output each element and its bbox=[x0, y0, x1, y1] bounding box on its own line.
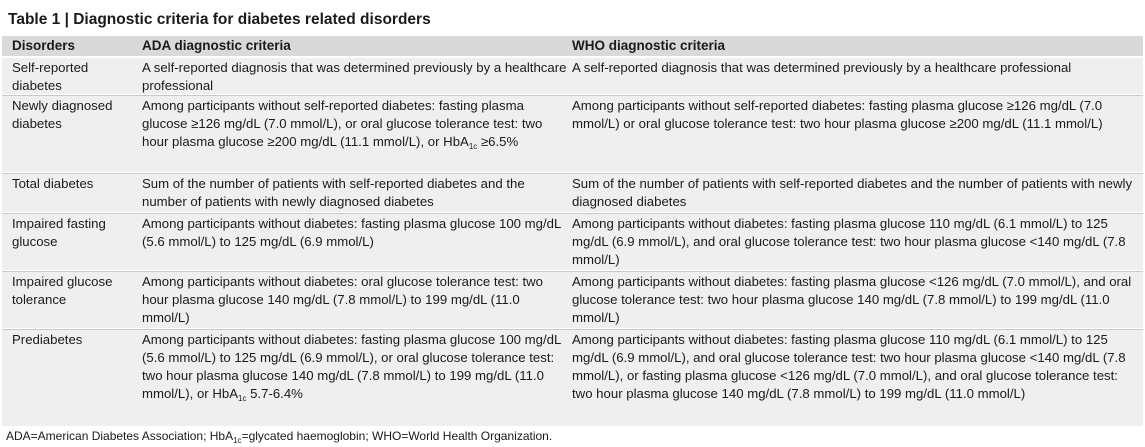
who-criteria-cell: Sum of the number of patients with self-… bbox=[572, 176, 1133, 209]
who-criteria-cell: Among participants without self-reported… bbox=[572, 98, 1103, 131]
table-row: Newly diagnosed diabetes Among participa… bbox=[2, 96, 1143, 172]
ada-criteria-cell: Among participants without diabetes: fas… bbox=[142, 216, 561, 249]
who-criteria-cell: Among participants without diabetes: fas… bbox=[572, 216, 1126, 267]
disorder-cell: Impaired fasting glucose bbox=[12, 216, 106, 249]
row-divider bbox=[2, 329, 1143, 330]
footnote-subscript: 1c bbox=[233, 436, 242, 445]
table-row: Impaired glucose tolerance Among partici… bbox=[2, 272, 1143, 328]
ada-criteria-cell: Among participants without diabetes: ora… bbox=[142, 274, 543, 325]
table-title: Table 1 | Diagnostic criteria for diabet… bbox=[8, 11, 431, 28]
ada-criteria-cell: A self-reported diagnosis that was deter… bbox=[142, 60, 567, 93]
header-ada: ADA diagnostic criteria bbox=[142, 38, 291, 53]
disorder-cell: Self-reported diabetes bbox=[12, 60, 89, 93]
disorder-cell: Newly diagnosed diabetes bbox=[12, 98, 113, 131]
ada-text-end: 5.7-6.4% bbox=[246, 386, 303, 401]
table-row: Total diabetes Sum of the number of pati… bbox=[2, 174, 1143, 212]
who-criteria-cell: Among participants without diabetes: fas… bbox=[572, 332, 1126, 401]
row-divider bbox=[2, 95, 1143, 96]
row-divider bbox=[2, 271, 1143, 272]
who-criteria-cell: Among participants without diabetes: fas… bbox=[572, 274, 1132, 325]
disorder-cell: Prediabetes bbox=[12, 332, 83, 347]
table-header-row: Disorders ADA diagnostic criteria WHO di… bbox=[2, 36, 1143, 56]
table-row: Self-reported diabetes A self-reported d… bbox=[2, 58, 1143, 94]
subscript: 1c bbox=[238, 394, 247, 403]
header-who: WHO diagnostic criteria bbox=[572, 38, 726, 53]
ada-criteria-cell: Among participants without self-reported… bbox=[142, 97, 570, 156]
ada-text: Among participants without self-reported… bbox=[142, 98, 543, 149]
disorder-cell: Total diabetes bbox=[12, 176, 94, 191]
ada-text-end: ≥6.5% bbox=[477, 134, 519, 149]
header-disorders: Disorders bbox=[12, 38, 76, 53]
row-divider bbox=[2, 173, 1143, 174]
table-row: Impaired fasting glucose Among participa… bbox=[2, 214, 1143, 270]
ada-text: Among participants without diabetes: fas… bbox=[142, 332, 561, 401]
who-criteria-cell: A self-reported diagnosis that was deter… bbox=[572, 60, 1072, 75]
ada-criteria-cell: Sum of the number of patients with self-… bbox=[142, 176, 525, 209]
row-divider bbox=[2, 213, 1143, 214]
subscript: 1c bbox=[468, 142, 478, 151]
table-footnote: ADA=American Diabetes Association; HbA1c… bbox=[6, 429, 552, 445]
table-row: Prediabetes Among participants without d… bbox=[2, 330, 1143, 426]
disorder-cell: Impaired glucose tolerance bbox=[12, 274, 113, 307]
ada-criteria-cell: Among participants without diabetes: fas… bbox=[142, 331, 570, 408]
footnote-text: ADA=American Diabetes Association; HbA bbox=[6, 429, 234, 443]
footnote-text-end: =glycated haemoglobin; WHO=World Health … bbox=[241, 429, 553, 443]
